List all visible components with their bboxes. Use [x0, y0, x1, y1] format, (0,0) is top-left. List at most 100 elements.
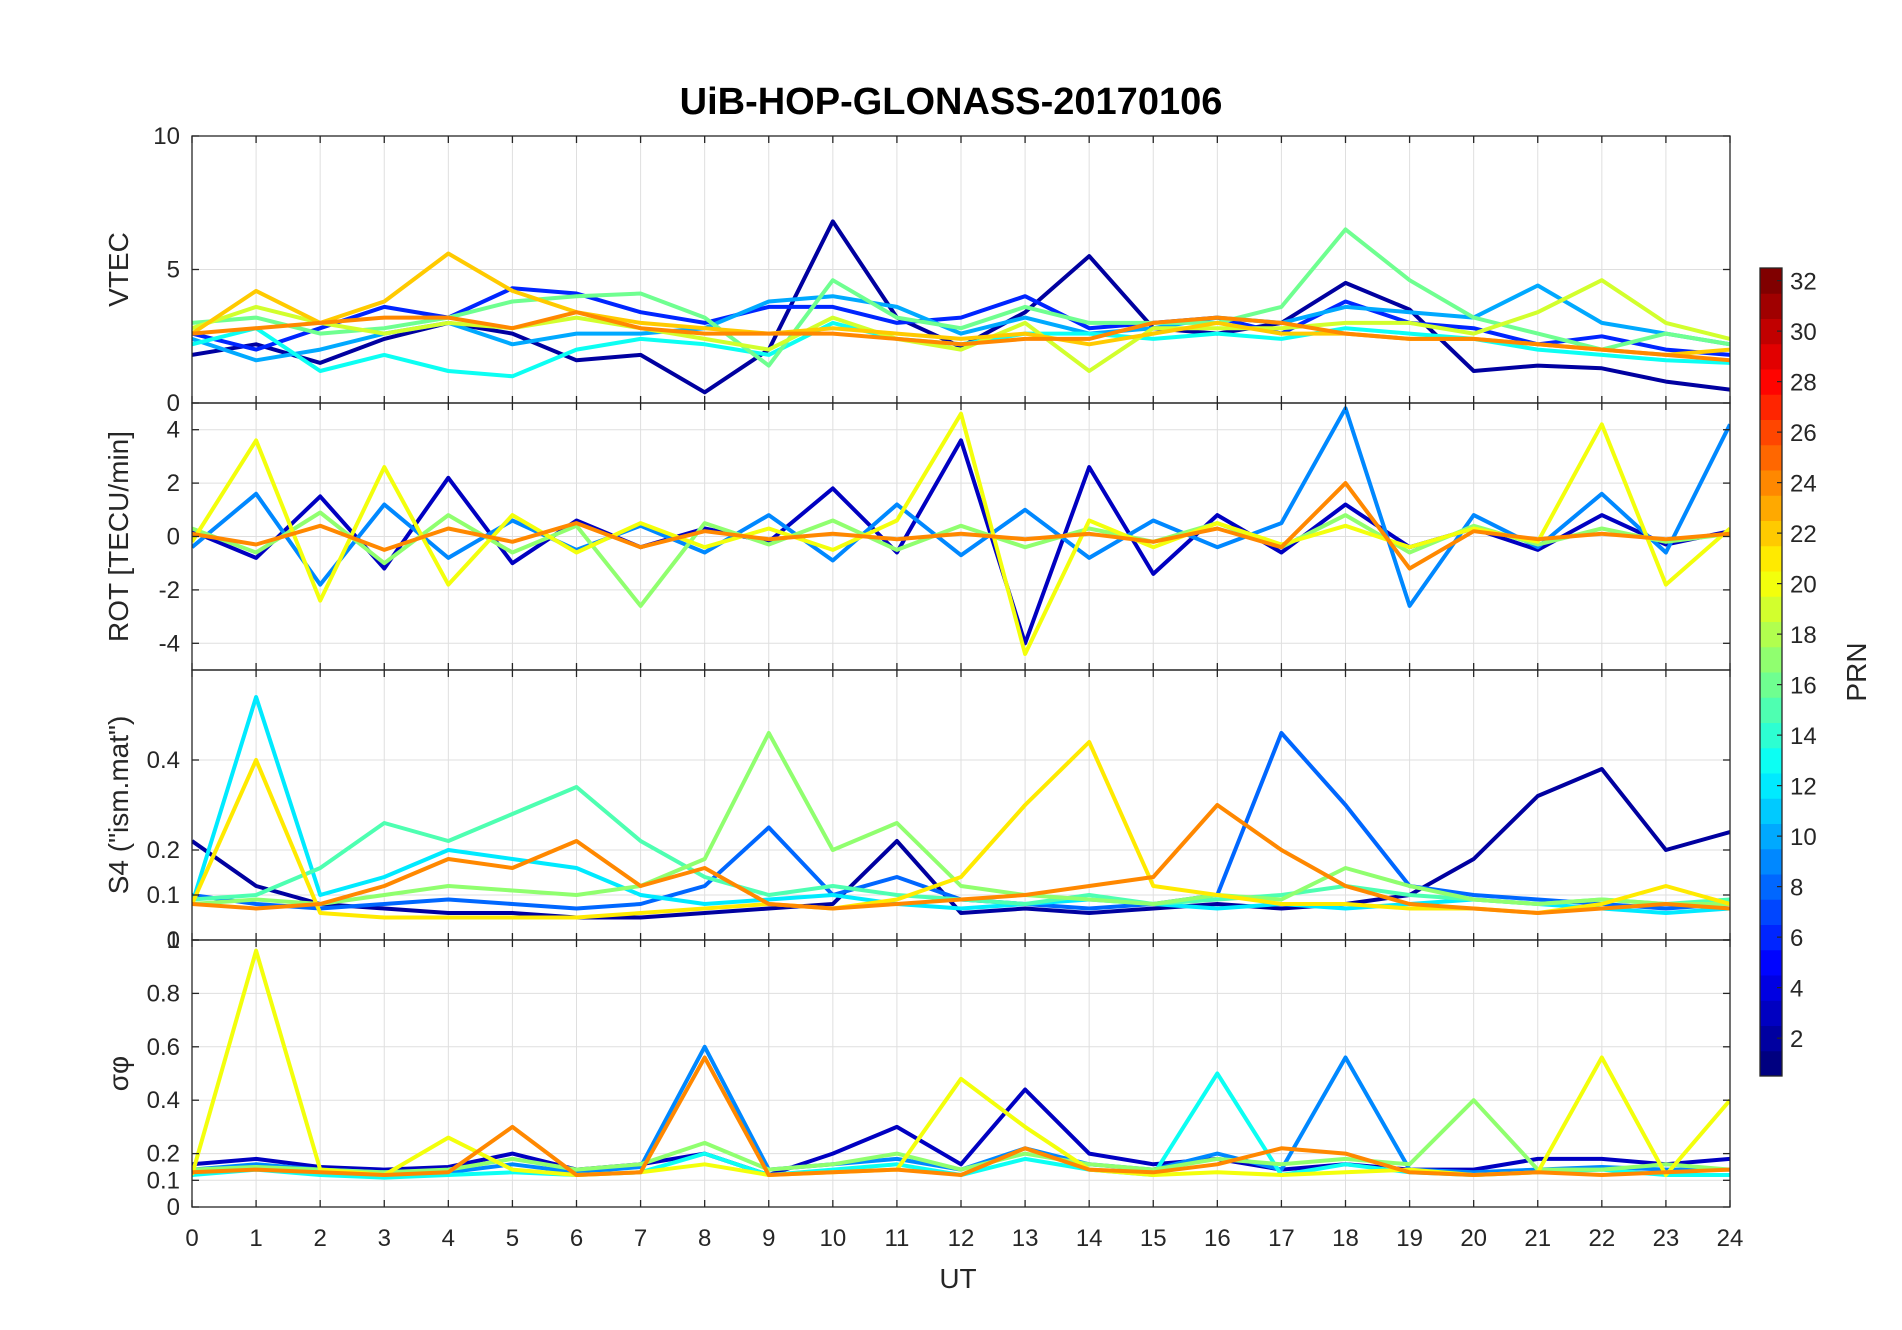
x-tick-label: 19 — [1396, 1225, 1423, 1252]
colorbar-tick-label: 8 — [1790, 875, 1803, 902]
series-line-prn-20 — [192, 411, 1730, 656]
colorbar-segment — [1760, 924, 1782, 951]
x-tick-label: 1 — [249, 1225, 262, 1252]
y-tick-label: -4 — [159, 630, 180, 657]
y-tick-label: 0 — [167, 390, 180, 417]
series-group — [192, 219, 1730, 395]
x-tick-label: 21 — [1524, 1225, 1551, 1252]
x-tick-label: 0 — [185, 1225, 198, 1252]
series-group — [192, 406, 1730, 656]
y-tick-label: 0.8 — [147, 980, 180, 1007]
colorbar-segment — [1760, 874, 1782, 900]
chart-title: UiB-HOP-GLONASS-20170106 — [680, 81, 1223, 123]
panel-3: 0 0.1 0.2 0.4 S4 ("ism.mat") — [103, 669, 1731, 954]
x-tick-label: 18 — [1332, 1225, 1359, 1252]
series-group — [192, 695, 1730, 920]
x-tick-label: 9 — [762, 1225, 775, 1252]
colorbar-segment — [1760, 949, 1782, 976]
series-line-prn-17 — [192, 1098, 1730, 1175]
x-tick-label: 17 — [1268, 1225, 1295, 1252]
y-tick-label: -2 — [159, 577, 180, 604]
series-line-prn-24 — [192, 310, 1730, 363]
colorbar-tick-label: 4 — [1790, 976, 1803, 1003]
y-tick-label: 2 — [167, 470, 180, 497]
series-line-prn-24 — [192, 1055, 1730, 1177]
y-tick-label: 0.2 — [147, 837, 180, 864]
colorbar-tick-label: 10 — [1790, 824, 1817, 851]
y-tick-label: 0.1 — [147, 1167, 180, 1194]
colorbar-tick-label: 18 — [1790, 622, 1817, 649]
x-tick-label: 6 — [570, 1225, 583, 1252]
panel-2: -4 -2 0 2 4 ROT [TECU/min] — [103, 402, 1731, 671]
colorbar-segment — [1760, 419, 1782, 446]
colorbar-tick-label: 32 — [1790, 269, 1817, 296]
y-tick-label: 0.1 — [147, 882, 180, 909]
colorbar-segment — [1760, 1050, 1782, 1077]
colorbar-tick-label: 26 — [1790, 420, 1817, 447]
x-tick-label: 3 — [378, 1225, 391, 1252]
x-tick-label: 23 — [1653, 1225, 1680, 1252]
x-tick-label: 7 — [634, 1225, 647, 1252]
x-tick-label: 20 — [1460, 1225, 1487, 1252]
colorbar-segment — [1760, 975, 1782, 1001]
colorbar-tick-label: 14 — [1790, 723, 1817, 750]
series-line-prn-24 — [192, 803, 1730, 915]
colorbar-segment — [1760, 293, 1782, 319]
x-axis-label: UT — [939, 1263, 976, 1294]
colorbar-segment — [1760, 899, 1782, 925]
x-tick-label: 5 — [506, 1225, 519, 1252]
colorbar-segment — [1760, 470, 1782, 496]
colorbar-tick-label: 6 — [1790, 925, 1803, 952]
y-tick-label: 0.4 — [147, 1087, 180, 1114]
colorbar-segment — [1760, 798, 1782, 824]
x-tick-label: 8 — [698, 1225, 711, 1252]
colorbar-segment — [1760, 848, 1782, 875]
series-line-prn-9 — [192, 406, 1730, 608]
series-line-prn-17 — [192, 731, 1730, 906]
colorbar-segment — [1760, 571, 1782, 597]
series-group — [192, 948, 1730, 1180]
colorbar-tick-label: 28 — [1790, 370, 1817, 397]
x-tick-label: 13 — [1012, 1225, 1039, 1252]
x-tick-label: 22 — [1588, 1225, 1615, 1252]
colorbar-segment — [1760, 646, 1782, 673]
x-tick-label: 2 — [313, 1225, 326, 1252]
y-tick-label: 1 — [167, 927, 180, 954]
colorbar-tick-label: 20 — [1790, 572, 1817, 599]
colorbar-segment — [1760, 545, 1782, 572]
x-tick-label: 24 — [1717, 1225, 1744, 1252]
panel-1: 0 5 10 VTEC — [103, 123, 1731, 417]
x-tick-label: 10 — [819, 1225, 846, 1252]
colorbar-segment — [1760, 343, 1782, 370]
x-tick-label: 16 — [1204, 1225, 1231, 1252]
colorbar-segment — [1760, 495, 1782, 521]
x-tick-label: 11 — [884, 1225, 909, 1252]
y-tick-label: 0.6 — [147, 1034, 180, 1061]
colorbar-tick-label: 16 — [1790, 673, 1817, 700]
colorbar-segment — [1760, 1000, 1782, 1026]
colorbar-tick-label: 24 — [1790, 471, 1817, 498]
colorbar-tick-label: 30 — [1790, 319, 1817, 346]
x-tick-label: 14 — [1076, 1225, 1103, 1252]
colorbar-segment — [1760, 268, 1782, 294]
colorbar-segment — [1760, 823, 1782, 850]
colorbar-tick-label: 2 — [1790, 1026, 1803, 1053]
y-tick-label: 10 — [153, 123, 180, 150]
colorbar-tick-label: 12 — [1790, 774, 1817, 801]
colorbar-segment — [1760, 596, 1782, 622]
colorbar-label: PRN — [1841, 642, 1872, 701]
colorbar-segment — [1760, 1025, 1782, 1052]
y-tick-label: 0.2 — [147, 1141, 180, 1168]
colorbar-segment — [1760, 672, 1782, 698]
colorbar-segment — [1760, 520, 1782, 547]
x-tick-label: 4 — [442, 1225, 455, 1252]
x-tick-labels: 0 1 2 3 4 5 6 7 8 9 10 11 12 13 14 15 16 17 18 19 20 21 22 23 24 — [185, 1225, 1743, 1252]
colorbar-tick-label: 22 — [1790, 521, 1817, 548]
colorbar-segment — [1760, 747, 1782, 774]
y-tick-label: 4 — [167, 417, 180, 444]
y-tick-label: 0 — [167, 927, 180, 954]
y-tick-label: 5 — [167, 257, 180, 284]
